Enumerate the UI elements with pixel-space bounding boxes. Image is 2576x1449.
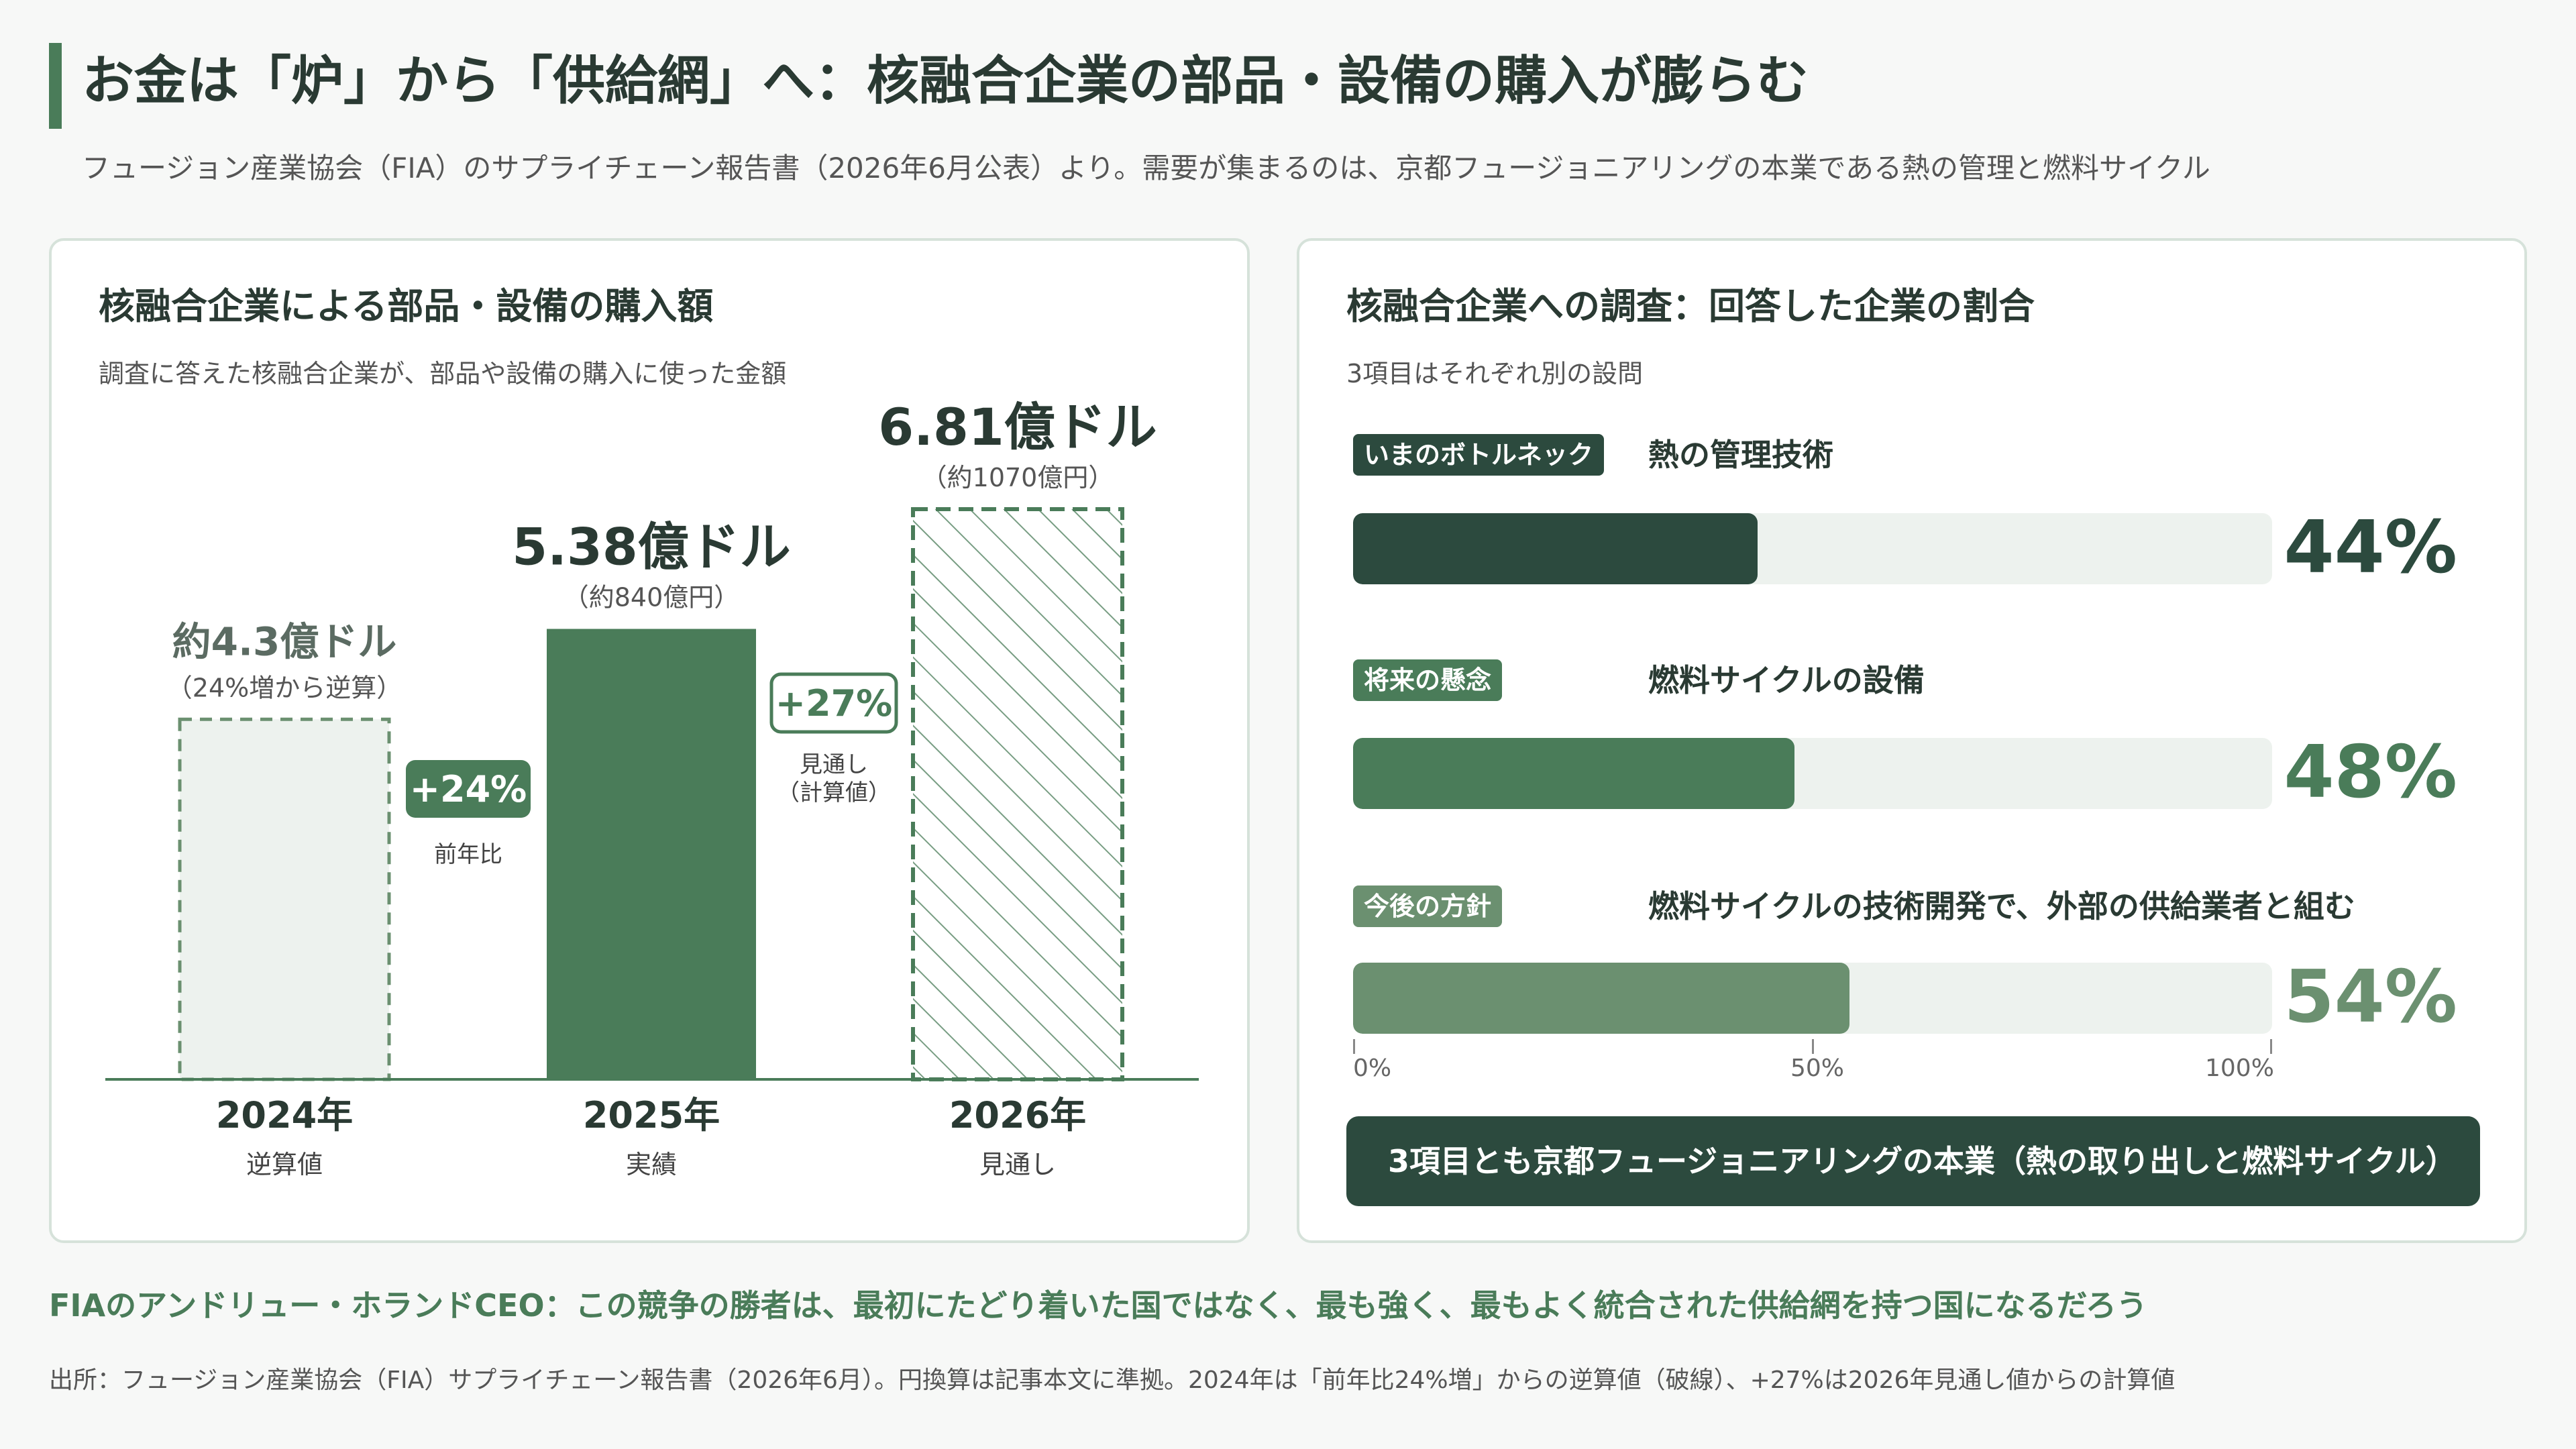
survey-title: 核融合企業への調査：回答した企業の割合 [1346,285,2035,327]
row-label-heat: 熱の管理技術 [1648,437,1833,473]
growth-note-1-line-1: （計算値） [777,780,891,806]
bar-1 [547,629,756,1079]
value-sublabel-0: （24%増から逆算） [167,673,402,702]
value-fuel-partner: 54% [2284,955,2457,1039]
category-note-0: 逆算値 [246,1150,323,1179]
value-label-2: 6.81億ドル [878,397,1157,457]
survey-subtitle: 3項目はそれぞれ別の設問 [1346,359,1644,388]
source-note: 出所：フュージョン産業協会（FIA）サプライチェーン報告書（2026年6月）。円… [49,1366,2176,1394]
survey-panel: 核融合企業への調査：回答した企業の割合 3項目はそれぞれ別の設問 いまのボトルネ… [1297,238,2527,1243]
ceo-quote: FIAのアンドリュー・ホランドCEO：この競争の勝者は、最初にたどり着いた国では… [49,1287,2147,1324]
bar-track-fuel-partner [1353,963,2272,1034]
bar-0 [178,717,391,1081]
value-label-1: 5.38億ドル [512,517,791,576]
growth-label-1: +27% [775,682,893,724]
growth-note-1-line-0: 見通し [800,751,868,778]
page-subtitle: フュージョン産業協会（FIA）のサプライチェーン報告書（2026年6月公表）より… [82,152,2210,184]
category-label-1: 2025年 [583,1094,720,1136]
bar-chart-subtitle: 調査に答えた核融合企業が、部品や設備の購入に使った金額 [99,359,787,388]
category-label-2: 2026年 [949,1094,1086,1136]
x-tick-label-100: 100% [2205,1055,2274,1082]
row-label-fuel-partner: 燃料サイクルの技術開発で、外部の供給業者と組む [1648,888,2355,924]
x-tick-50 [1812,1039,1814,1054]
bar-chart-title: 核融合企業による部品・設備の購入額 [99,285,714,327]
growth-note-0: 前年比 [434,841,502,868]
bar-track-heat [1353,513,2272,584]
value-heat: 44% [2284,506,2457,590]
title-accent-bar [49,43,62,129]
x-tick-0 [1353,1039,1355,1054]
value-sublabel-1: （約840億円） [564,582,740,612]
category-label-0: 2024年 [216,1094,353,1136]
row-badge-bottleneck: いまのボトルネック [1353,434,1605,476]
growth-label-0: +24% [410,768,527,810]
row-label-fuel-equipment: 燃料サイクルの設備 [1648,662,1925,698]
growth-badge-0 [406,760,531,818]
x-tick-100 [2270,1039,2272,1054]
growth-badge-1 [769,672,898,734]
category-note-1: 実績 [626,1150,677,1179]
bar-fill-heat [1353,513,1758,584]
bar-fill-fuel-partner [1353,963,1849,1034]
x-tick-label-0: 0% [1353,1055,1392,1082]
bar-2 [911,507,1124,1081]
value-fuel-equipment: 48% [2284,731,2457,814]
value-label-0: 約4.3億ドル [172,619,397,664]
row-badge-policy: 今後の方針 [1353,885,1503,927]
bar-fill-fuel-equipment [1353,738,1794,809]
purchase-amount-panel: 核融合企業による部品・設備の購入額 調査に答えた核融合企業が、部品や設備の購入に… [49,238,1250,1243]
row-badge-concern: 将来の懸念 [1353,659,1503,701]
survey-note: 3項目とも京都フュージョニアリングの本業（熱の取り出しと燃料サイクル） [1346,1116,2480,1206]
x-tick-label-50: 50% [1790,1055,1845,1082]
page-title: お金は「炉」から「供給網」へ：核融合企業の部品・設備の購入が膨らむ [82,51,1809,111]
value-sublabel-2: （約1070億円） [922,463,1114,492]
bar-track-fuel-equipment [1353,738,2272,809]
category-note-2: 見通し [979,1150,1056,1179]
